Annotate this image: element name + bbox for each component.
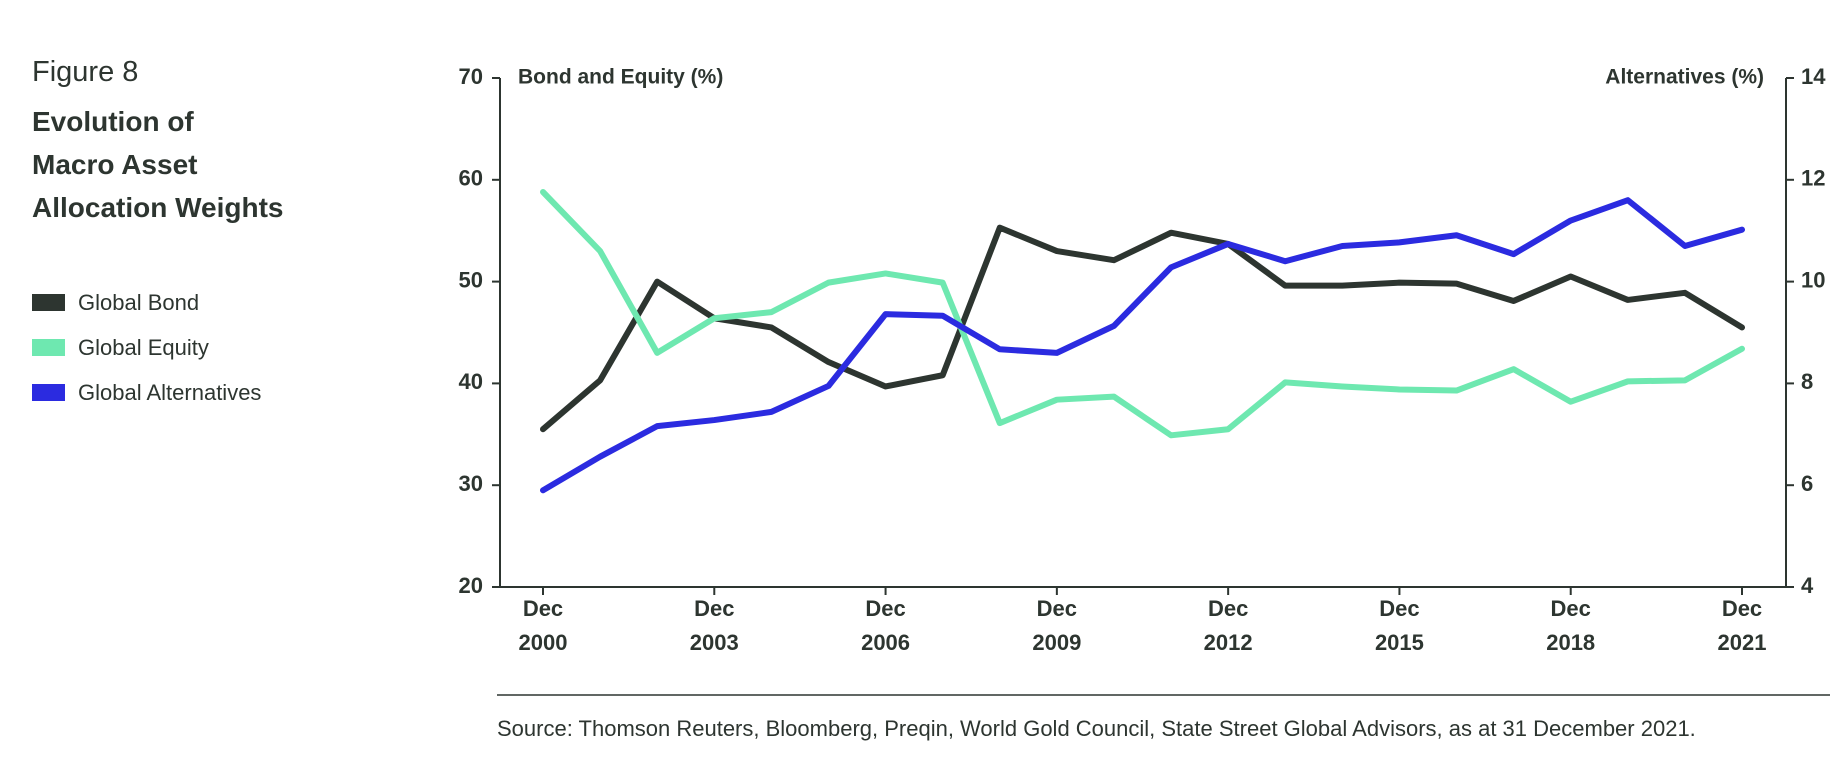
- x-tick-label: Dec 2000: [518, 596, 568, 655]
- x-tick-label: Dec 2009: [1032, 596, 1082, 655]
- legend-item: Global Alternatives: [32, 370, 261, 415]
- legend-swatch: [32, 339, 65, 356]
- title-line: Macro Asset: [32, 149, 198, 180]
- y-tick-label: 60: [459, 166, 483, 191]
- legend-label: Global Equity: [78, 334, 209, 360]
- x-tick-label: Dec 2018: [1546, 596, 1596, 655]
- y2-axis-label: Alternatives (%): [1605, 66, 1764, 89]
- series-line: [540, 224, 1745, 433]
- chart-title: Evolution of Macro Asset Allocation Weig…: [32, 100, 284, 229]
- legend-swatch: [32, 384, 65, 401]
- title-line: Evolution of: [32, 106, 194, 137]
- y2-tick-label: 8: [1801, 369, 1813, 394]
- legend-label: Global Alternatives: [78, 379, 262, 405]
- y-tick-label: 70: [459, 64, 483, 89]
- series-line: [540, 189, 1745, 439]
- y2-tick-label: 12: [1801, 166, 1825, 191]
- source: Source: Thomson Reuters, Bloomberg, Preq…: [497, 716, 1696, 741]
- x-tick-label: Dec 2015: [1374, 596, 1424, 655]
- y-tick-label: 20: [459, 573, 483, 598]
- x-tick-label: Dec 2003: [689, 596, 739, 655]
- y-tick-label: 30: [459, 471, 483, 496]
- x-tick-label: Dec 2006: [861, 596, 911, 655]
- y-axis-label: Bond and Equity (%): [518, 66, 723, 89]
- x-tick-label: Dec 2021: [1717, 596, 1767, 655]
- legend-item: Global Bond: [32, 280, 261, 325]
- legend-item: Global Equity: [32, 325, 261, 370]
- y-tick-label: 40: [459, 369, 483, 394]
- y2-tick-label: 10: [1801, 267, 1825, 292]
- title-line: Allocation Weights: [32, 192, 284, 223]
- legend-label: Global Bond: [78, 289, 200, 315]
- y-tick-label: 50: [459, 267, 483, 292]
- y2-tick-label: 6: [1801, 471, 1813, 496]
- x-tick-label: Dec 2012: [1203, 596, 1253, 655]
- y2-tick-label: 14: [1801, 64, 1826, 89]
- figure-label: Figure 8: [32, 56, 139, 88]
- series-line: [540, 197, 1745, 494]
- legend-swatch: [32, 294, 65, 311]
- y2-tick-label: 4: [1801, 573, 1814, 598]
- legend: Global Bond Global Equity Global Alternati…: [32, 280, 261, 415]
